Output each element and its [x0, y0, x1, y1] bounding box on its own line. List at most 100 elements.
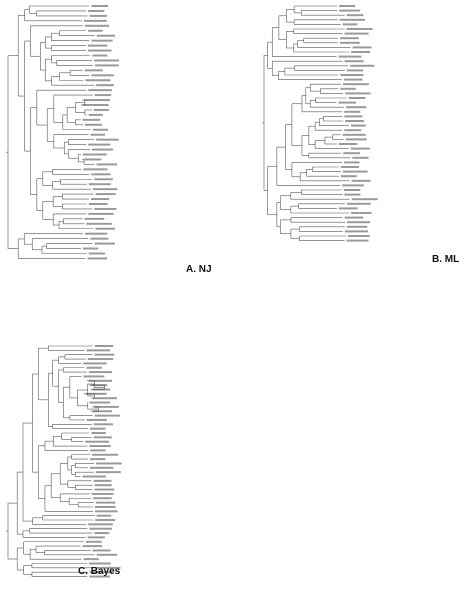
leaf-label — [82, 475, 106, 478]
leaf-label — [344, 161, 360, 164]
tree-bayes — [6, 345, 122, 578]
leaf-label — [93, 108, 109, 111]
leaf-label — [86, 222, 112, 225]
leaf-label — [82, 104, 109, 106]
leaf-label — [338, 101, 357, 104]
leaf-label — [96, 84, 114, 87]
leaf-label — [351, 212, 372, 214]
leaf-label — [346, 239, 369, 242]
leaf-label — [94, 488, 115, 491]
leaf-label — [347, 235, 370, 237]
leaf-label — [83, 362, 107, 365]
leaf-label — [82, 153, 107, 156]
leaf-label — [88, 371, 113, 374]
leaf-label — [347, 202, 371, 205]
leaf-label — [339, 9, 360, 12]
leaf-label — [84, 123, 102, 126]
leaf-label — [88, 89, 113, 92]
leaf-label — [339, 18, 365, 21]
leaf-label — [344, 129, 362, 132]
leaf-label — [344, 193, 361, 196]
leaf-label — [83, 19, 107, 22]
leaf-label — [338, 55, 362, 58]
leaf-label — [346, 69, 364, 72]
panel-label: A. NJ — [186, 264, 212, 275]
leaf-label — [87, 358, 114, 361]
leaf-label — [342, 184, 364, 187]
leaf-label — [90, 133, 106, 136]
leaf-label — [93, 423, 113, 426]
leaf-label — [89, 571, 113, 574]
leaf-label — [344, 32, 369, 35]
leaf-label — [345, 120, 365, 122]
leaf-label — [344, 230, 369, 233]
leaf-label — [88, 183, 111, 186]
leaf-label — [91, 198, 110, 201]
leaf-label — [96, 514, 112, 517]
leaf-label — [87, 536, 105, 539]
leaf-label — [346, 225, 368, 228]
leaf-label — [96, 462, 122, 465]
leaf-label — [343, 170, 368, 173]
leaf-label — [94, 414, 121, 417]
leaf-label — [85, 440, 110, 443]
leaf-label — [88, 9, 105, 12]
leaf-label — [93, 479, 112, 482]
leaf-label — [343, 78, 363, 81]
leaf-label — [94, 484, 112, 487]
leaf-label — [340, 74, 364, 76]
leaf-label — [351, 51, 371, 53]
leaf-label — [90, 458, 106, 461]
leaf-label — [94, 207, 117, 210]
leaf-label — [85, 392, 107, 395]
leaf-label — [88, 212, 114, 215]
leaf-label — [95, 193, 116, 196]
leaf-label — [96, 553, 118, 556]
leaf-label — [88, 523, 113, 526]
leaf-label — [342, 133, 366, 136]
leaf-label — [87, 44, 108, 47]
tree-nj — [6, 5, 120, 260]
leaf-label — [350, 64, 375, 67]
leaf-label — [86, 418, 107, 421]
leaf-label — [84, 69, 103, 72]
leaf-label — [82, 118, 101, 121]
leaf-label — [83, 375, 105, 378]
leaf-label — [340, 37, 359, 40]
leaf-label — [351, 179, 371, 182]
leaf-label — [94, 505, 116, 508]
leaf-label — [345, 138, 367, 141]
leaf-label — [344, 60, 364, 63]
leaf-label — [352, 46, 372, 49]
leaf-label — [89, 427, 106, 430]
leaf-label — [343, 152, 361, 155]
leaf-label — [88, 203, 108, 205]
leaf-label — [93, 397, 117, 400]
leaf-label — [89, 466, 114, 469]
leaf-label — [342, 83, 369, 86]
leaf-label — [350, 147, 370, 150]
leaf-label — [90, 449, 106, 452]
leaf-label — [351, 124, 366, 127]
leaf-label — [91, 173, 111, 176]
leaf-label — [340, 87, 356, 90]
leaf-label — [95, 471, 121, 474]
leaf-label — [85, 540, 102, 543]
leaf-label — [94, 178, 113, 181]
leaf-label — [88, 143, 111, 146]
leaf-label — [96, 163, 118, 166]
leaf-label — [347, 221, 370, 224]
leaf-label — [346, 14, 364, 17]
leaf-label — [91, 432, 106, 434]
leaf-label — [87, 49, 112, 52]
leaf-label — [93, 405, 119, 408]
leaf-label — [95, 501, 116, 504]
leaf-label — [344, 115, 363, 118]
leaf-label — [87, 257, 107, 260]
leaf-label — [94, 532, 110, 535]
leaf-label — [83, 168, 108, 171]
leaf-label — [88, 379, 113, 382]
leaf-label — [85, 79, 111, 82]
